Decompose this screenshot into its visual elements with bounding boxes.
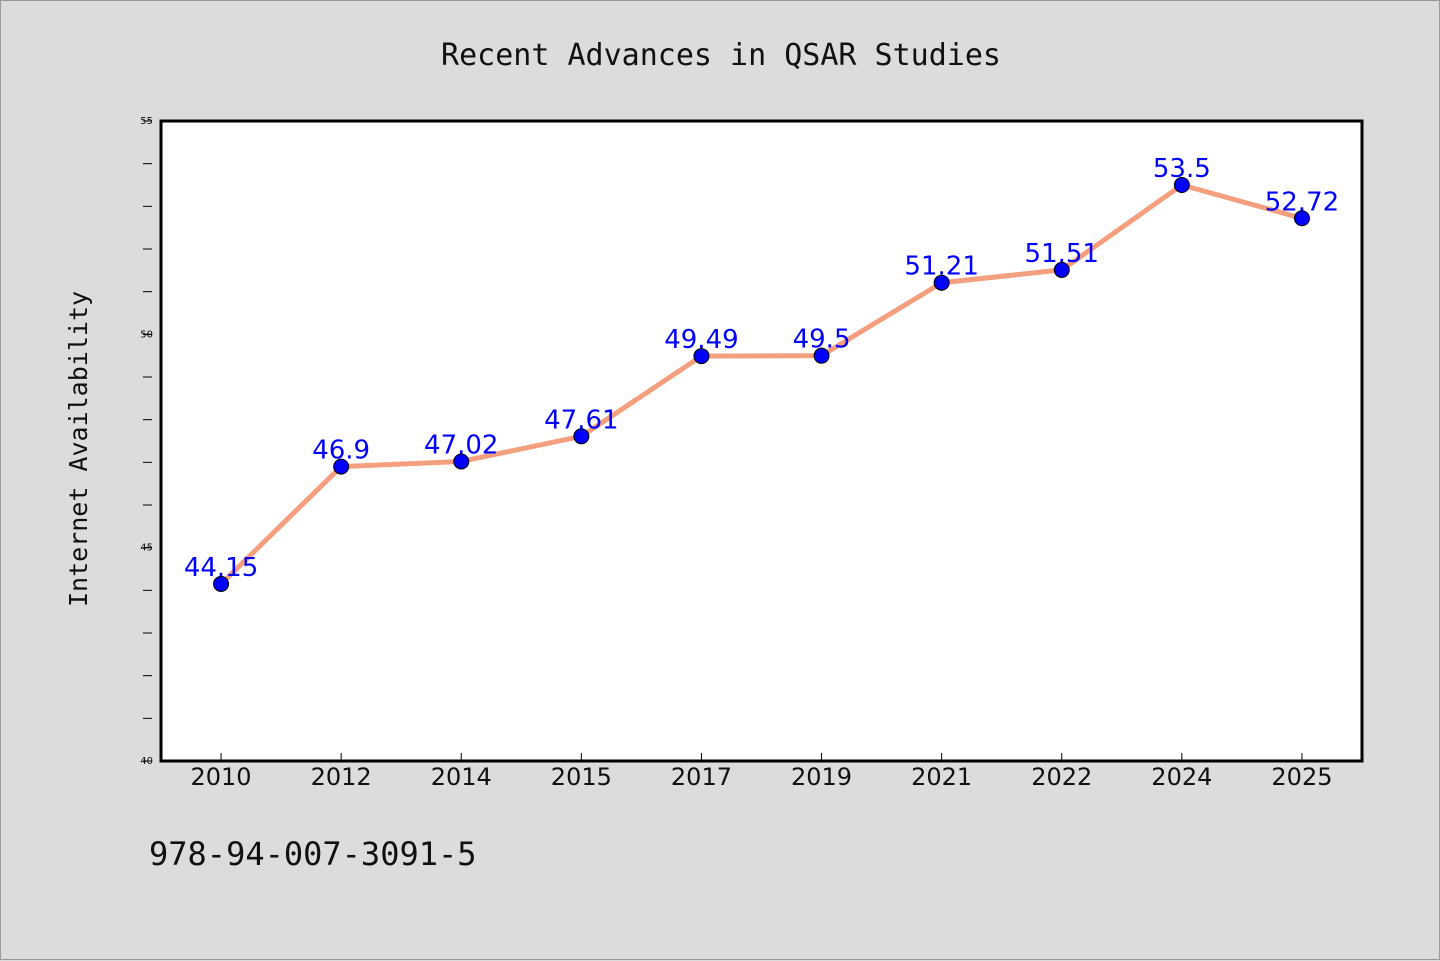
data-label: 47.61 — [544, 405, 618, 435]
y-tick-label: 50 — [140, 329, 153, 340]
data-labels: 44.15 46.9 47.02 47.61 49.49 49.5 51.21 51.51 53… — [184, 154, 1339, 583]
x-tick-label: 2022 — [1031, 763, 1092, 791]
data-point — [453, 453, 470, 470]
data-point — [1173, 177, 1190, 193]
y-tick-label: 40 — [140, 756, 153, 767]
series-line — [219, 182, 1303, 586]
x-tick-label: 2025 — [1271, 763, 1332, 791]
isbn-text: 978-94-007-3091-5 — [149, 835, 477, 873]
y-tick-label: 55 — [140, 116, 153, 127]
data-label: 49.5 — [793, 325, 851, 355]
y-axis-label: Internet Availability — [64, 291, 93, 607]
data-label: 46.9 — [312, 436, 370, 466]
data-label: 51.51 — [1025, 239, 1099, 269]
data-point — [1053, 261, 1070, 278]
data-label: 53.5 — [1153, 154, 1211, 184]
data-point — [693, 348, 710, 365]
data-label: 49.49 — [664, 325, 738, 355]
y-tick-label: 45 — [140, 543, 153, 554]
data-point — [813, 347, 830, 364]
x-tick-label: 2014 — [431, 763, 492, 791]
x-tick-label: 2019 — [791, 763, 852, 791]
x-tick-label: 2012 — [311, 763, 372, 791]
x-tick-label: 2015 — [551, 763, 612, 791]
data-label: 47.02 — [424, 430, 498, 460]
data-label: 44.15 — [184, 553, 258, 583]
chart-title: Recent Advances in QSAR Studies — [441, 38, 1001, 73]
data-label: 52.72 — [1265, 187, 1339, 217]
data-point — [333, 458, 350, 475]
data-point — [573, 428, 590, 445]
y-minor-ticks — [143, 120, 152, 762]
x-tick-label: 2010 — [191, 763, 252, 791]
data-point — [1293, 210, 1310, 227]
plot-area — [161, 121, 1362, 761]
x-tick-label: 2021 — [911, 763, 972, 791]
plot-frame — [159, 119, 1364, 763]
y-axis-ticks: 40 45 50 55 — [140, 116, 153, 767]
data-point — [213, 575, 230, 592]
x-axis-ticks: 2010 2012 2014 2015 2017 2019 2021 2022 2024 2025 — [191, 753, 1332, 791]
data-point — [933, 274, 950, 291]
x-tick-label: 2024 — [1151, 763, 1212, 791]
x-tick-label: 2017 — [671, 763, 732, 791]
data-markers — [213, 177, 1310, 592]
data-label: 51.21 — [904, 252, 978, 282]
